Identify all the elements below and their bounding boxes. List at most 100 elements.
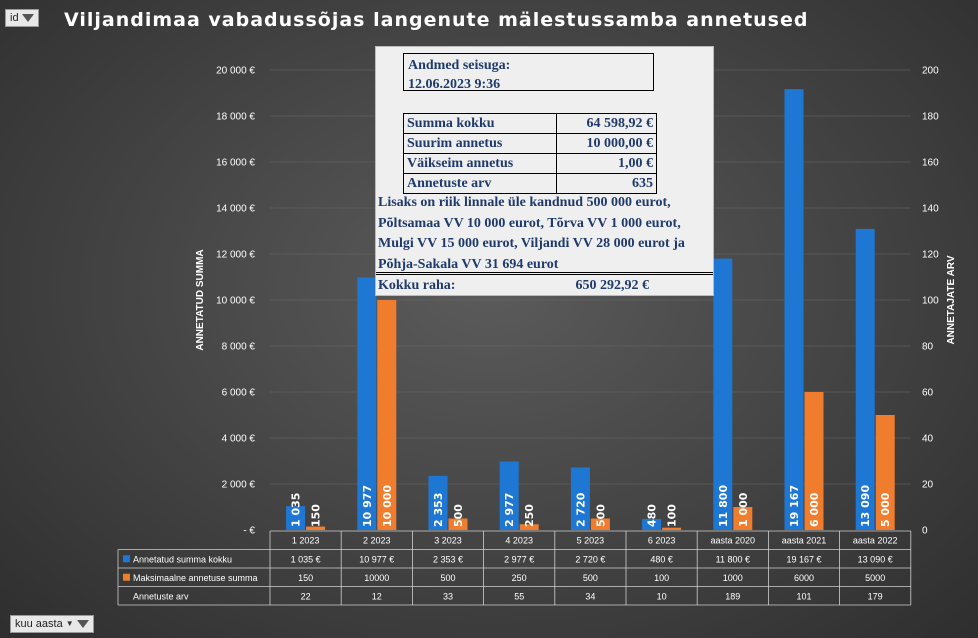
table-cell: 2 353 € [433,554,463,564]
id-filter-button[interactable]: id [5,9,39,27]
y2-tick-label: 60 [922,388,934,399]
table-cell: 11 800 € [716,554,750,564]
month-year-filter-label: kuu aasta [15,618,63,630]
table-cell: 6000 [794,573,814,583]
table-cell: 101 [796,591,811,601]
bar-max-donation [377,300,397,530]
data-label: 1 035 [290,493,303,527]
y-tick-label: 12 000 € [216,250,255,261]
data-label: 1 000 [737,492,750,527]
as-of-value: 12.06.2023 9:36 [408,77,501,92]
data-label: 11 800 [717,485,730,527]
table-cell: 10 977 € [359,554,394,564]
bar-max-donation [448,518,468,530]
y2-tick-label: 160 [922,158,939,169]
bar-total-sum [713,258,733,530]
x-tick-label: 6 2023 [648,536,676,546]
table-cell: 2 720 € [575,554,605,564]
data-label: 2 720 [574,492,587,527]
legend-label: Annetatud summa kokku [133,554,232,564]
page-title: Viljandimaa vabadussõjas langenute mäles… [64,9,809,31]
data-label: 150 [310,504,323,527]
funnel-icon [76,620,89,628]
table-cell: 2 977 € [504,554,534,564]
table-cell: 1 035 € [291,554,321,564]
table-cell: 1000 [723,573,743,583]
y2-tick-label: 140 [922,204,939,215]
table-cell: 19 167 € [786,554,821,564]
dropdown-arrow-icon: ▼ [65,619,74,628]
y-tick-label: 16 000 € [216,158,255,169]
total-value: 650 292,92 € [575,278,650,293]
data-label: 500 [452,504,465,527]
y-tick-label: 10 000 € [216,296,255,307]
x-tick-label: 3 2023 [434,536,462,546]
y2-tick-label: 180 [922,112,939,123]
y-tick-label: 20 000 € [216,66,255,77]
additional-funds-note: Lisaks on riik linnale üle kandnud 500 0… [378,195,685,272]
legend-label: Annetuste arv [133,591,189,601]
table-cell: 13 090 € [858,554,893,564]
stat-label: Annetuste arv [402,173,558,194]
data-label: 2 977 [503,493,516,527]
table-cell: 22 [301,591,311,601]
id-filter-label: id [10,12,19,24]
bar-max-donation [306,526,326,530]
stat-label: Väikseim annetus [402,153,558,174]
data-label: 500 [594,504,607,527]
as-of-box: Andmed seisuga: 12.06.2023 9:36 [403,53,654,92]
table-cell: 12 [372,591,382,601]
stats-table: Summa kokku 64 598,92 € Suurim annetus 10 … [402,113,657,194]
bar-max-donation [519,524,539,530]
stats-row: Annetuste arv 635 [402,173,657,194]
data-label: 6 000 [808,492,821,527]
bar-total-sum [499,461,519,530]
bar-total-sum [570,467,590,530]
x-tick-label: 5 2023 [577,536,605,546]
table-cell: 189 [725,591,740,601]
stat-value: 64 598,92 € [556,113,657,134]
table-cell: 33 [443,591,453,601]
y2-tick-label: 120 [922,250,939,261]
data-label: 13 090 [859,485,872,527]
total-label: Kokku raha: [378,278,456,293]
y2-tick-label: 0 [922,526,928,537]
y-tick-label: 6 000 € [222,388,256,399]
y-tick-label: 18 000 € [216,112,255,123]
data-label: 5 000 [879,492,892,527]
y2-axis-title: ANNETAJATE ARV [946,255,957,344]
y2-tick-label: 100 [922,296,939,307]
table-cell: 34 [585,591,595,601]
stat-label: Summa kokku [402,113,558,134]
y-tick-label: 8 000 € [222,342,256,353]
month-year-filter-button[interactable]: kuu aasta ▼ [10,615,94,633]
table-cell: 250 [512,573,527,583]
y2-tick-label: 80 [922,342,934,353]
total-row: Kokku raha: 650 292,92 € [376,272,713,296]
summary-box: Andmed seisuga: 12.06.2023 9:36 Summa ko… [375,46,714,296]
stat-value: 635 [556,173,657,194]
table-cell: 100 [654,573,669,583]
bar-max-donation [590,518,610,530]
x-tick-label: aasta 2021 [782,536,827,546]
y2-tick-label: 20 [922,480,934,491]
data-label: 10 000 [381,485,394,527]
stat-value: 1,00 € [556,153,657,174]
y-tick-label: 4 000 € [222,434,256,445]
x-tick-label: 2 2023 [363,536,391,546]
y-axis-title: ANNETATUD SUMMA [195,249,206,350]
table-cell: 5000 [865,573,885,583]
bar-max-donation [804,392,824,530]
table-cell: 10 [657,591,667,601]
y-tick-label: 14 000 € [216,204,255,215]
data-label: 10 977 [361,485,374,527]
bar-max-donation [733,507,753,530]
funnel-icon [21,14,34,22]
table-cell: 500 [440,573,455,583]
data-label: 100 [666,504,679,527]
bar-total-sum [286,506,306,530]
legend-key [123,573,130,581]
x-tick-label: aasta 2022 [853,536,898,546]
y2-tick-label: 200 [922,66,939,77]
bar-total-sum [642,518,662,530]
